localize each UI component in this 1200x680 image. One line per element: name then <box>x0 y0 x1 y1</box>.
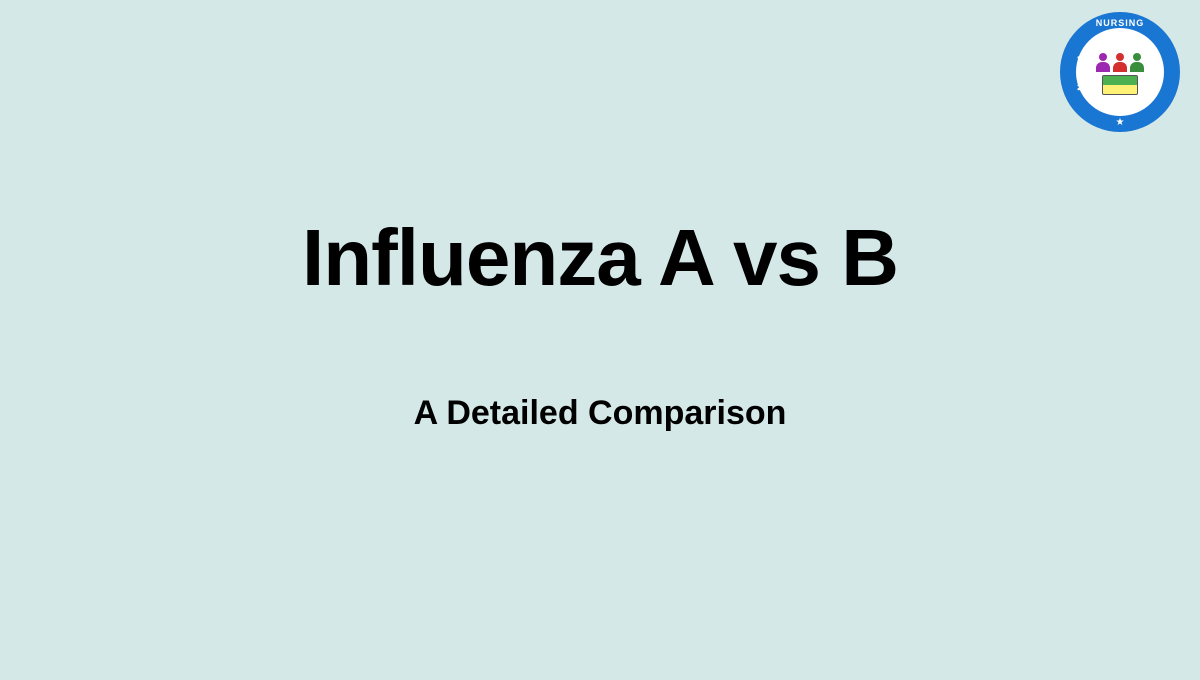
logo-text-right: CLASSES <box>1148 47 1158 97</box>
logo-badge: NURSING NANDA CLASSES ★ <box>1060 12 1180 132</box>
logo-text-left: NANDA <box>1076 53 1086 91</box>
page-subtitle: A Detailed Comparison <box>0 394 1200 433</box>
logo-text-ring: NURSING NANDA CLASSES ★ <box>1060 12 1180 132</box>
content-area: Influenza A vs B A Detailed Comparison <box>0 212 1200 433</box>
logo-star-icon: ★ <box>1116 117 1125 128</box>
logo-outer-circle: NURSING NANDA CLASSES ★ <box>1060 12 1180 132</box>
page-title: Influenza A vs B <box>0 212 1200 304</box>
logo-text-top: NURSING <box>1096 18 1145 28</box>
